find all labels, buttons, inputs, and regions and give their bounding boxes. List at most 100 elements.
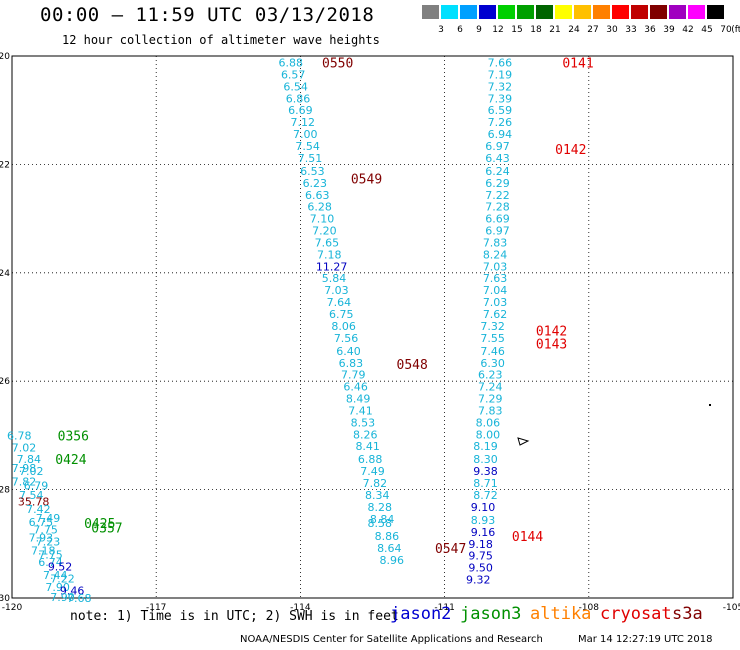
legend-label: 18	[530, 25, 542, 35]
swh-value: 7.82	[363, 477, 388, 490]
page-title: 00:00 – 11:59 UTC 03/13/2018	[40, 4, 375, 26]
cursor-marker-icon	[517, 437, 530, 446]
swh-value: 7.93	[29, 531, 54, 544]
pass-time-label: 0141	[562, 57, 593, 72]
lon-tick-label: -114	[290, 603, 311, 613]
legend-label: 9	[476, 25, 482, 35]
swh-value: 8.58	[367, 517, 392, 530]
swh-value: 6.74	[38, 556, 63, 569]
swh-value: 7.75	[33, 524, 58, 537]
swh-value: 7.10	[310, 213, 335, 226]
legend-swatch	[650, 5, 667, 19]
swh-value: 7.02	[19, 465, 44, 478]
swh-value: 7.18	[317, 248, 342, 261]
swh-value: 8.71	[473, 477, 498, 490]
swh-value: 6.29	[485, 177, 510, 190]
legend-swatch	[707, 5, 724, 19]
pass-time-label: 0549	[351, 172, 382, 187]
swh-value: 7.83	[483, 236, 508, 249]
swh-value: 6.88	[358, 453, 383, 466]
swh-value: 7.18	[31, 544, 56, 557]
swh-value: 9.16	[471, 526, 496, 539]
swh-value: 7.46	[480, 345, 505, 358]
swh-value: 7.54	[19, 489, 44, 502]
swh-value: 7.62	[483, 308, 508, 321]
swh-value: 7.00	[293, 128, 318, 141]
swh-value: 8.34	[365, 489, 390, 502]
mission-label-cryosat: cryosat	[600, 604, 672, 624]
swh-value: 7.26	[488, 116, 513, 129]
legend-swatch	[460, 5, 477, 19]
mission-label-jason3: jason3	[460, 604, 522, 624]
swh-value: 8.53	[351, 416, 376, 429]
lon-tick-label: -117	[146, 603, 166, 613]
swh-value: 8.86	[375, 530, 400, 543]
swh-value: 7.90	[45, 581, 70, 594]
swh-value: 9.52	[48, 561, 73, 574]
legend-label: 15	[511, 25, 523, 35]
swh-value: 6.54	[283, 80, 308, 93]
legend-label: 12	[492, 25, 504, 35]
swh-value: 7.39	[488, 92, 513, 105]
mission-label-altika: altika	[530, 604, 592, 624]
swh-value: 8.84	[370, 513, 395, 526]
swh-value: 6.83	[339, 357, 364, 370]
swh-value: 7.55	[480, 332, 505, 345]
swh-value: 7.63	[483, 272, 508, 285]
swh-value: 7.49	[36, 512, 61, 525]
mission-label-jason2: jason2	[390, 604, 452, 624]
swh-value: 9.50	[468, 562, 493, 575]
swh-value: 7.04	[483, 284, 508, 297]
legend-swatch	[441, 5, 458, 19]
swh-value: 8.41	[355, 440, 380, 453]
lon-tick-label: -108	[579, 603, 600, 613]
swh-value: 6.69	[288, 104, 313, 117]
footer-credit: NOAA/NESDIS Center for Satellite Applica…	[240, 634, 543, 645]
swh-value: 6.53	[300, 165, 325, 178]
pass-time-label: 0547	[435, 542, 466, 557]
lon-tick-label: -120	[2, 603, 23, 613]
swh-value: 7.51	[298, 152, 323, 165]
swh-value: 6.97	[485, 225, 510, 238]
swh-value: 6.57	[281, 68, 306, 81]
swh-value: 7.24	[478, 381, 503, 394]
pass-time-label: 0356	[58, 429, 89, 444]
legend-label: 36	[644, 25, 656, 35]
lon-tick-label: -105	[723, 603, 740, 613]
swh-value: 7.41	[348, 404, 373, 417]
swh-value: 6.23	[303, 177, 328, 190]
legend-label: 30	[606, 25, 618, 35]
swh-value: 6.75	[29, 516, 54, 529]
swh-value: 6.28	[307, 201, 332, 214]
swh-value: 9.18	[468, 538, 493, 551]
legend-swatch	[555, 5, 572, 19]
swh-value: 7.64	[327, 296, 352, 309]
legend-swatch	[688, 5, 705, 19]
swh-value: 35.78	[18, 496, 50, 509]
swh-value: 7.79	[341, 369, 366, 382]
swh-value: 7.75	[38, 549, 63, 562]
lat-tick-label: -26	[0, 377, 10, 387]
swh-value: 7.68	[67, 592, 92, 605]
swh-value: 7.49	[360, 465, 385, 478]
legend-label: 39	[663, 25, 675, 35]
swh-value: 8.64	[377, 542, 402, 555]
swh-value: 8.30	[473, 453, 498, 466]
swh-value: 8.06	[331, 320, 356, 333]
swh-value: 8.96	[379, 554, 404, 567]
swh-value: 7.98	[12, 462, 37, 475]
swh-value: 7.90	[50, 591, 75, 604]
swh-value: 6.69	[485, 213, 510, 226]
swh-value: 9.46	[60, 584, 85, 597]
pass-time-label: 0144	[512, 530, 543, 545]
swh-value: 7.19	[488, 68, 513, 81]
legend-unit: (ft)	[731, 25, 740, 35]
legend-label: 70	[720, 25, 732, 35]
legend-label: 21	[549, 25, 561, 35]
legend-swatch	[631, 5, 648, 19]
swh-value: 7.44	[43, 569, 68, 582]
swh-value: 8.06	[476, 416, 501, 429]
swh-value: 6.75	[329, 308, 354, 321]
legend-label: 24	[568, 25, 580, 35]
